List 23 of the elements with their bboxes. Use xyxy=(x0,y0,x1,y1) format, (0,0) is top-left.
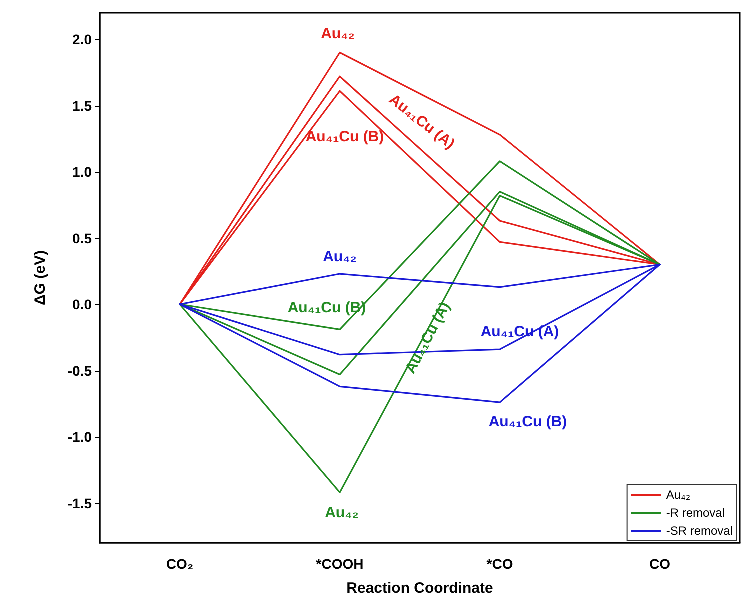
annotation: Au₄₁Cu (B) xyxy=(306,128,384,146)
x-tick-label: CO₂ xyxy=(166,556,194,572)
x-tick-label: *COOH xyxy=(316,556,364,572)
annotation: Au₄₂ xyxy=(323,248,357,266)
annotation: Au₄₁Cu (B) xyxy=(488,414,568,430)
annotation: Au₄₂ xyxy=(325,504,359,522)
y-tick-label: -0.5 xyxy=(68,362,92,379)
x-tick-label: *CO xyxy=(486,556,514,572)
legend-label: -SR removal xyxy=(666,524,734,538)
y-axis-title: ΔG (eV) xyxy=(32,250,49,306)
x-axis-title: Reaction Coordinate xyxy=(346,580,494,597)
y-tick-label: -1.5 xyxy=(68,495,92,512)
legend-label: -R removal xyxy=(666,506,726,520)
y-tick-label: 1.5 xyxy=(72,98,92,114)
annotation: Au₄₂ xyxy=(321,26,355,42)
y-tick-label: 0.5 xyxy=(72,230,92,246)
y-tick-label: 0.0 xyxy=(72,296,92,312)
y-tick-label: 1.0 xyxy=(72,164,92,180)
y-tick-label: -1.0 xyxy=(68,429,92,445)
annotation: Au₄₁Cu (A) xyxy=(480,324,560,340)
y-tick-label: 2.0 xyxy=(72,32,92,48)
legend-label: Au₄₂ xyxy=(666,488,691,502)
x-tick-label: CO xyxy=(650,556,671,572)
